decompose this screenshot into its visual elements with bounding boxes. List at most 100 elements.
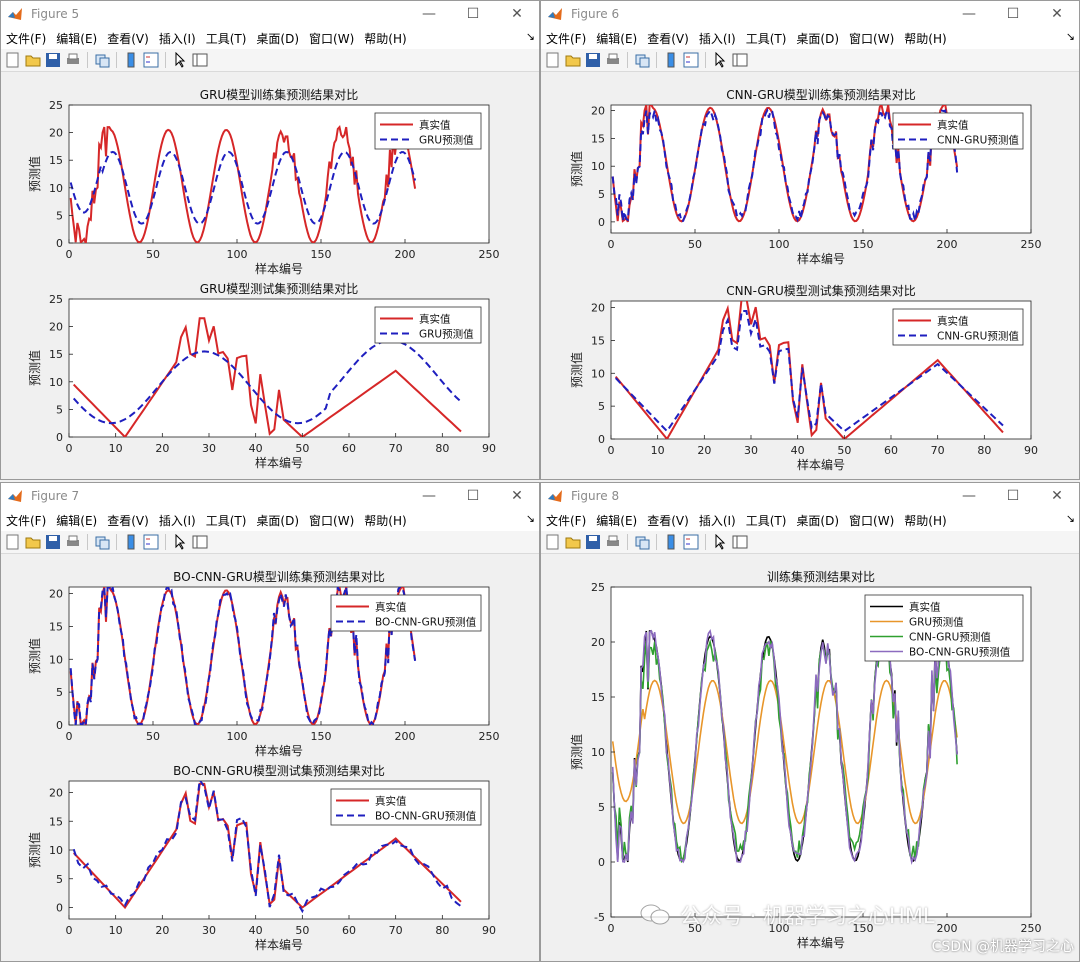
menu-item[interactable]: 插入(I) [158,513,196,528]
maximize-icon[interactable]: ☐ [1006,488,1020,504]
menu-item[interactable]: 查看(V) [647,31,689,46]
menu-item[interactable]: 窗口(W) [849,31,895,46]
property-editor-icon[interactable] [192,534,208,550]
close-icon[interactable]: ✕ [1051,6,1063,22]
axes[interactable]: 0 10 20 30 40 50 60 70 80 90 0 5 10 15 20 25 GRU模型测试集预测结… [27,281,496,470]
minimize-icon[interactable]: — [962,6,976,22]
x-tick-label: 0 [608,922,615,935]
maximize-icon[interactable]: ☐ [466,488,480,504]
menu-item[interactable]: 窗口(W) [309,513,355,528]
axes[interactable]: 0 10 20 30 40 50 60 70 80 90 0 5 10 15 20 BO-CNN-GRU模型测… [27,763,496,952]
link-plot-icon[interactable] [634,52,650,68]
axes[interactable]: 0 50 100 150 200 250 0 5 10 15 20 BO-CNN-GRU模型训练集预测… [27,569,500,758]
colorbar-icon[interactable] [663,534,679,550]
minimize-icon[interactable]: — [422,488,436,504]
close-icon[interactable]: ✕ [1051,488,1063,504]
dock-arrow-icon[interactable]: ↘ [1065,30,1075,43]
legend-icon[interactable] [683,52,699,68]
menu-item[interactable]: 查看(V) [107,513,149,528]
menu-item[interactable]: 窗口(W) [309,31,355,46]
open-icon[interactable] [565,52,581,68]
property-editor-icon[interactable] [192,52,208,68]
menu-item[interactable]: 编辑(E) [596,513,638,528]
menu-item[interactable]: 文件(F) [6,513,47,528]
pointer-icon[interactable] [712,533,728,550]
axes[interactable]: 0 50 100 150 200 250-50510152025训练集预测结果对比样本编号… [569,569,1042,950]
maximize-icon[interactable]: ☐ [466,6,480,22]
close-icon[interactable]: ✕ [511,6,523,22]
axes[interactable]: 0 10 20 30 40 50 60 70 80 90 0 5 10 15 20 CNN-GRU模型测试集预… [569,283,1038,472]
axes[interactable]: 0 50 100 150 200 250 0 5 10 15 20 25 GRU模型训练集预测结果对比样… [27,87,500,276]
pointer-icon[interactable] [172,51,188,68]
legend[interactable]: 真实值 GRU预测值 CNN-GRU预测值 BO-CNN-GRU预测值 [864,594,1024,662]
save-icon[interactable] [585,534,601,550]
new-figure-icon[interactable] [5,52,21,68]
print-icon[interactable] [605,52,621,68]
legend-icon[interactable] [143,534,159,550]
menu-item[interactable]: 窗口(W) [849,513,895,528]
legend[interactable]: 真实值 CNN-GRU预测值 [892,308,1024,346]
open-icon[interactable] [565,534,581,550]
print-icon[interactable] [65,52,81,68]
menu-item[interactable]: 工具(T) [745,31,787,46]
menu-item[interactable]: 桌面(D) [796,31,840,46]
open-icon[interactable] [25,534,41,550]
menu-item[interactable]: 文件(F) [546,513,587,528]
menu-item[interactable]: 帮助(H) [364,31,407,46]
pointer-icon[interactable] [172,533,188,550]
save-icon[interactable] [585,52,601,68]
menu-item[interactable]: 工具(T) [205,31,247,46]
x-tick-label: 150 [311,248,332,261]
new-figure-icon[interactable] [545,534,561,550]
colorbar-icon[interactable] [123,534,139,550]
link-plot-icon[interactable] [94,534,110,550]
colorbar-icon[interactable] [663,52,679,68]
pointer-icon[interactable] [712,51,728,68]
new-figure-icon[interactable] [5,534,21,550]
menu-item[interactable]: 文件(F) [6,31,47,46]
legend[interactable]: 真实值 GRU预测值 [374,306,482,344]
dock-arrow-icon[interactable]: ↘ [1065,512,1075,525]
new-figure-icon[interactable] [545,52,561,68]
menu-item[interactable]: 编辑(E) [56,513,98,528]
open-icon[interactable] [25,52,41,68]
menu-item[interactable]: 编辑(E) [596,31,638,46]
dock-arrow-icon[interactable]: ↘ [525,512,535,525]
legend[interactable]: 真实值 BO-CNN-GRU预测值 [330,594,482,632]
menu-item[interactable]: 工具(T) [205,513,247,528]
menu-item[interactable]: 插入(I) [698,31,736,46]
link-plot-icon[interactable] [94,52,110,68]
legend-icon[interactable] [683,534,699,550]
axes[interactable]: 0 50 100 150 200 250 0 5 10 15 20 CNN-GRU模型训练集预测结果对… [569,87,1042,266]
menu-item[interactable]: 查看(V) [107,31,149,46]
dock-arrow-icon[interactable]: ↘ [525,30,535,43]
menu-item[interactable]: 插入(I) [698,513,736,528]
legend-icon[interactable] [143,52,159,68]
property-editor-icon[interactable] [732,52,748,68]
menu-item[interactable]: 帮助(H) [904,31,947,46]
menu-item[interactable]: 文件(F) [546,31,587,46]
link-plot-icon[interactable] [634,534,650,550]
minimize-icon[interactable]: — [962,488,976,504]
save-icon[interactable] [45,52,61,68]
menu-item[interactable]: 桌面(D) [256,31,300,46]
property-editor-icon[interactable] [732,534,748,550]
save-icon[interactable] [45,534,61,550]
menu-item[interactable]: 工具(T) [745,513,787,528]
colorbar-icon[interactable] [123,52,139,68]
menu-item[interactable]: 编辑(E) [56,31,98,46]
legend[interactable]: 真实值 GRU预测值 [374,112,482,150]
menu-item[interactable]: 桌面(D) [256,513,300,528]
legend[interactable]: 真实值 CNN-GRU预测值 [892,112,1024,150]
menu-item[interactable]: 桌面(D) [796,513,840,528]
legend[interactable]: 真实值 BO-CNN-GRU预测值 [330,788,482,826]
menu-item[interactable]: 帮助(H) [904,513,947,528]
close-icon[interactable]: ✕ [511,488,523,504]
print-icon[interactable] [605,534,621,550]
minimize-icon[interactable]: — [422,6,436,22]
maximize-icon[interactable]: ☐ [1006,6,1020,22]
menu-item[interactable]: 查看(V) [647,513,689,528]
menu-item[interactable]: 帮助(H) [364,513,407,528]
menu-item[interactable]: 插入(I) [158,31,196,46]
print-icon[interactable] [65,534,81,550]
